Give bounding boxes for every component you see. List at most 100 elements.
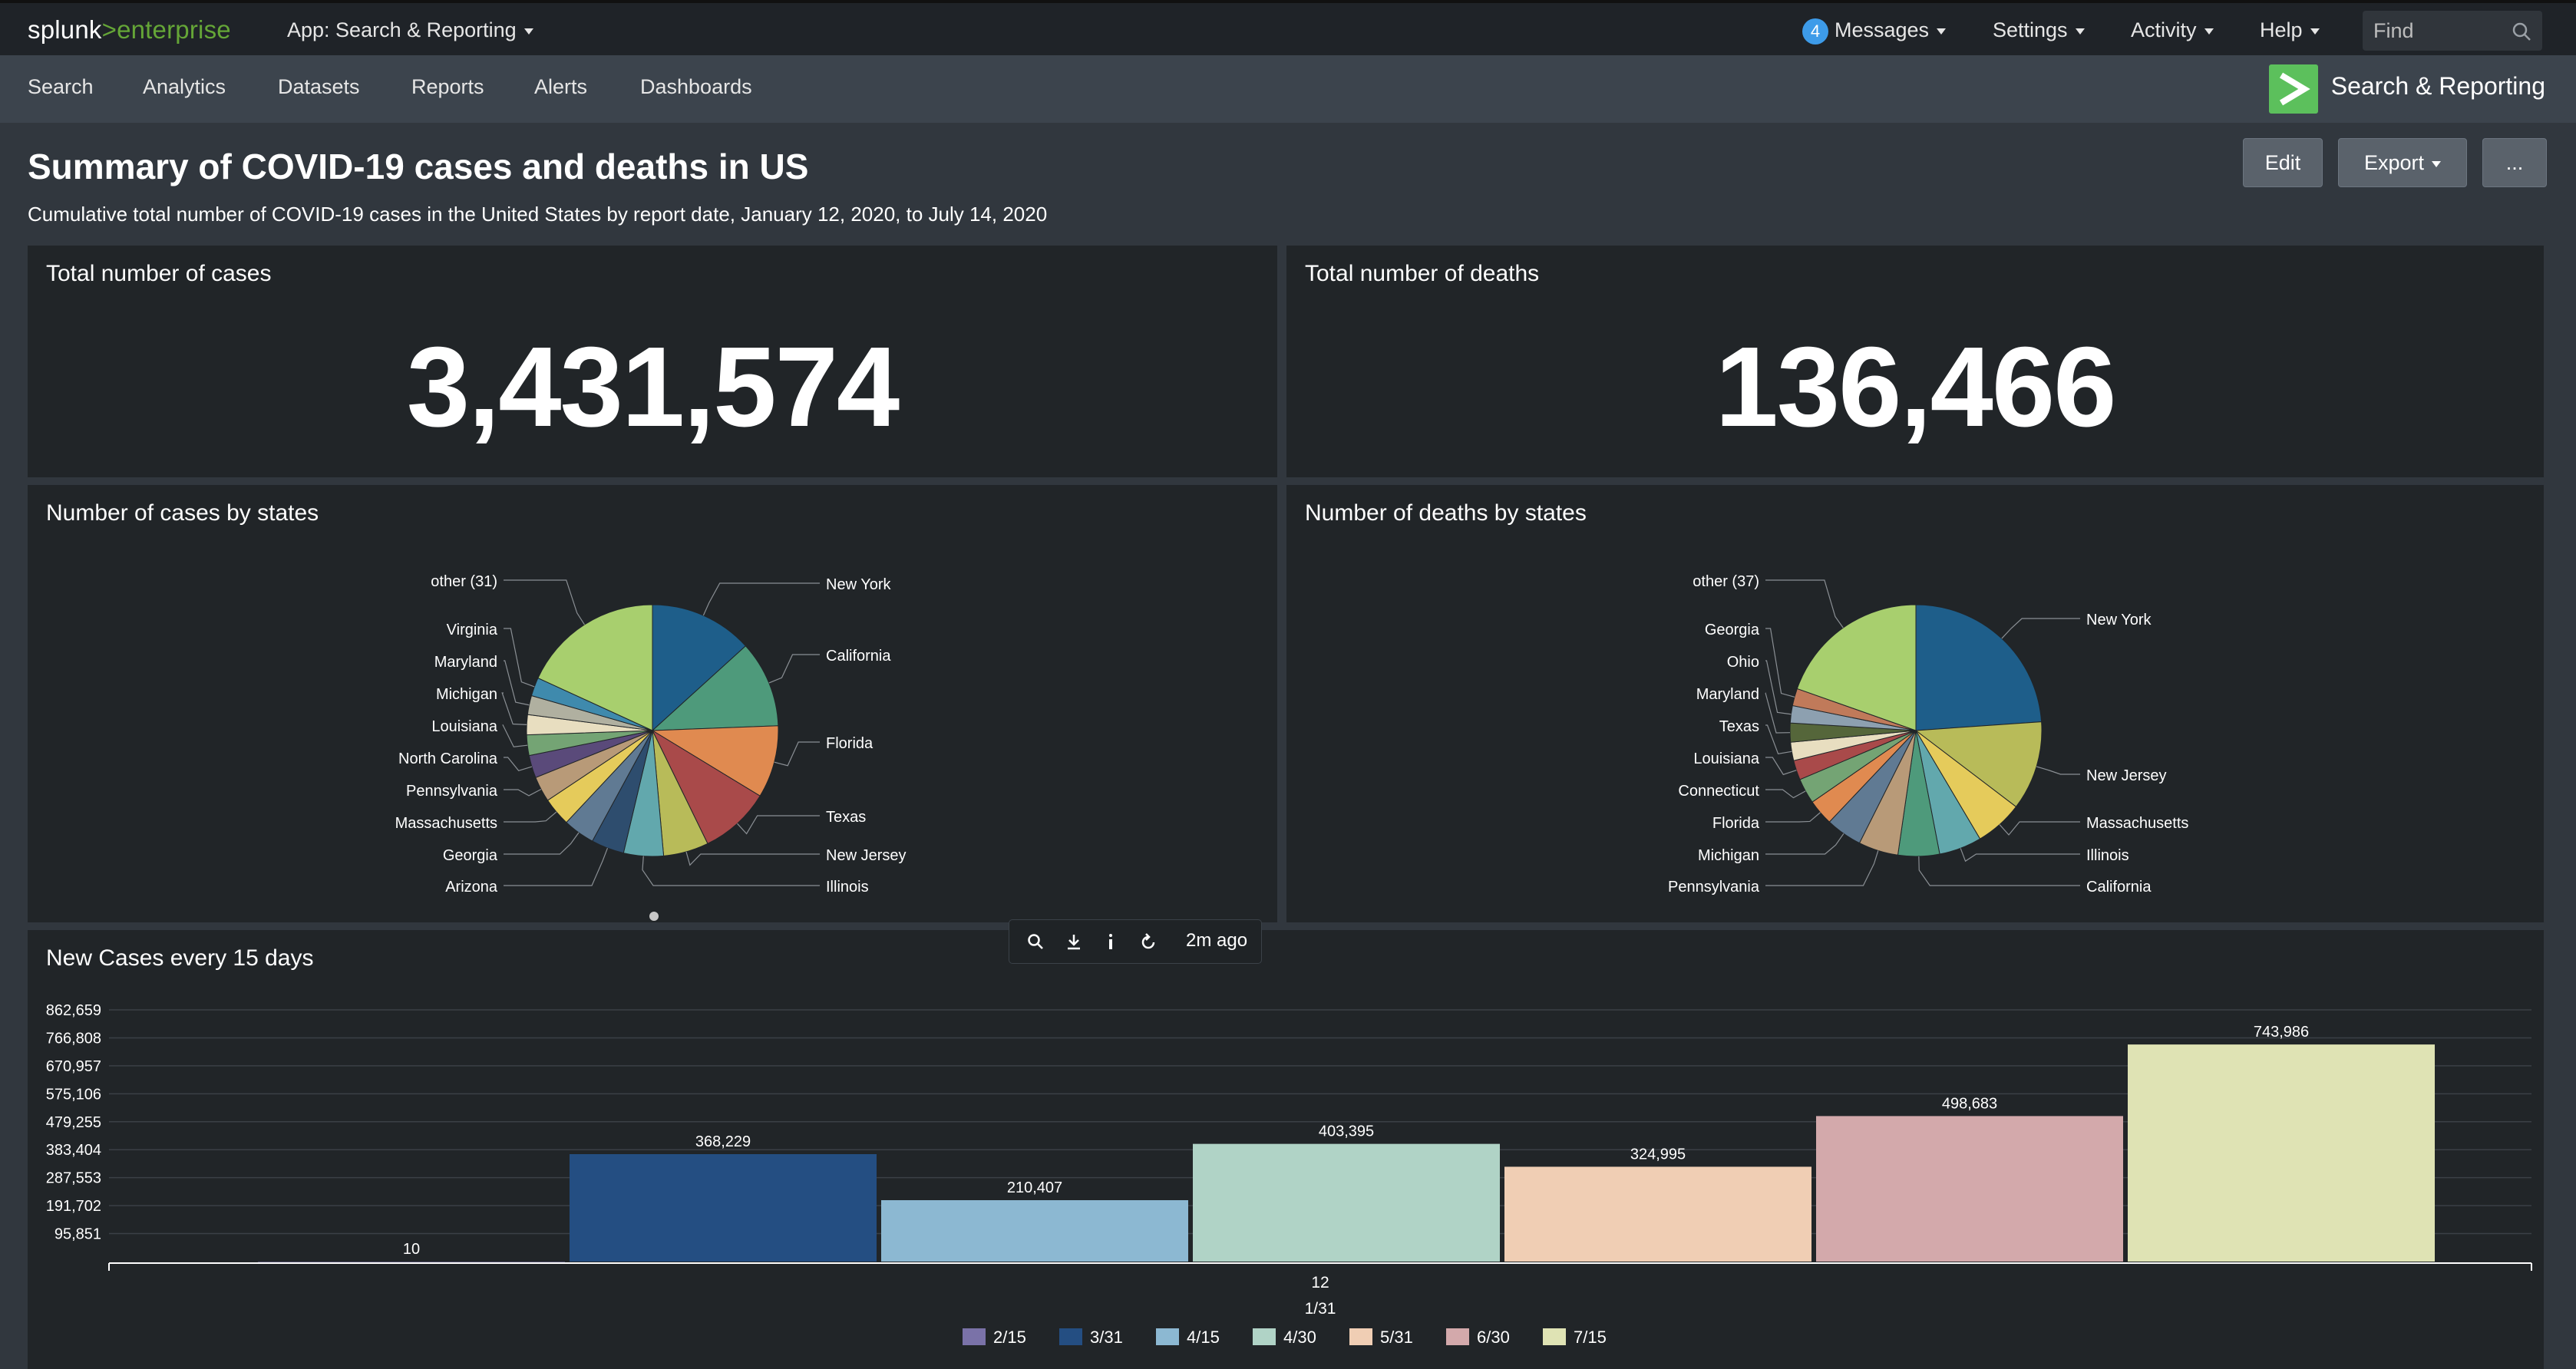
nav-alerts[interactable]: Alerts bbox=[534, 75, 588, 98]
legend-swatch[interactable] bbox=[1156, 1328, 1179, 1345]
nav-datasets[interactable]: Datasets bbox=[278, 75, 360, 98]
panel-title: Total number of cases bbox=[46, 261, 272, 286]
app-menu[interactable]: App: Search & Reporting bbox=[287, 18, 533, 42]
panel-deaths-by-state: Number of deaths by states New York New J… bbox=[1286, 485, 2544, 922]
refresh-icon[interactable] bbox=[1138, 932, 1158, 952]
legend-label[interactable]: 6/30 bbox=[1477, 1328, 1510, 1347]
legend-label[interactable]: 5/31 bbox=[1380, 1328, 1413, 1347]
pagination-dot[interactable] bbox=[649, 912, 659, 921]
find-input[interactable]: Find bbox=[2363, 11, 2542, 51]
y-tick-label: 670,957 bbox=[46, 1058, 101, 1075]
pie-leader-line bbox=[504, 660, 530, 706]
messages-count-badge: 4 bbox=[1802, 18, 1828, 45]
legend-swatch[interactable] bbox=[1446, 1328, 1469, 1345]
legend-label[interactable]: 2/15 bbox=[993, 1328, 1026, 1347]
search-icon[interactable] bbox=[1026, 932, 1045, 951]
pie-leader-line bbox=[501, 692, 527, 725]
messages-menu[interactable]: 4 Messages bbox=[1802, 18, 1947, 45]
more-button[interactable]: ... bbox=[2482, 138, 2547, 187]
edit-button[interactable]: Edit bbox=[2243, 138, 2323, 187]
bar[interactable] bbox=[570, 1153, 877, 1262]
search-icon bbox=[2512, 22, 2531, 41]
bar[interactable] bbox=[1504, 1166, 1811, 1262]
nav-search[interactable]: Search bbox=[28, 75, 94, 98]
new-cases-bar-chart[interactable]: 862,659 766,808 670,957 575,106 479,255 383,4… bbox=[28, 930, 2544, 1369]
download-icon[interactable] bbox=[1065, 932, 1083, 951]
messages-label: Messages bbox=[1835, 18, 1930, 42]
panel-title: Number of cases by states bbox=[46, 500, 319, 526]
panel-new-cases: New Cases every 15 days 862,659 766,808 67… bbox=[28, 930, 2544, 1369]
pie-slice[interactable] bbox=[652, 604, 747, 732]
pie-leader-line bbox=[1765, 757, 1797, 776]
pie-leader-line bbox=[1765, 833, 1844, 855]
panel-cases-by-state: Number of cases by states New York Califo… bbox=[28, 485, 1277, 922]
nav-reports[interactable]: Reports bbox=[411, 75, 484, 98]
top-bar: splunk>enterprise App: Search & Reportin… bbox=[0, 0, 2576, 55]
legend-label[interactable]: 4/15 bbox=[1187, 1328, 1220, 1347]
legend-label[interactable]: 4/30 bbox=[1283, 1328, 1316, 1347]
logo-enterprise: enterprise bbox=[117, 15, 231, 44]
pie-leader-line bbox=[642, 856, 820, 886]
pie-label: Georgia bbox=[443, 847, 498, 864]
nav-dashboards[interactable]: Dashboards bbox=[640, 75, 752, 98]
pie-leader-line bbox=[1999, 821, 2080, 836]
legend-swatch[interactable] bbox=[963, 1328, 986, 1345]
pie-label: New Jersey bbox=[2086, 767, 2166, 784]
pie-leader-line bbox=[1765, 579, 1844, 628]
page-description: Cumulative total number of COVID-19 case… bbox=[28, 203, 1048, 226]
pie-label: New York bbox=[2086, 612, 2152, 628]
export-button[interactable]: Export bbox=[2338, 138, 2467, 187]
pie-label: Texas bbox=[826, 809, 866, 826]
bar[interactable] bbox=[2128, 1044, 2435, 1262]
legend-swatch[interactable] bbox=[1253, 1328, 1276, 1345]
bar[interactable] bbox=[881, 1199, 1188, 1262]
chevron-down-icon bbox=[523, 28, 533, 35]
pie-label: Illinois bbox=[826, 879, 869, 896]
pie-label: Pennsylvania bbox=[1668, 879, 1760, 896]
pie-leader-line bbox=[737, 815, 820, 835]
pie-slice[interactable] bbox=[651, 645, 779, 731]
chevron-down-icon bbox=[2310, 28, 2320, 35]
nav-analytics[interactable]: Analytics bbox=[143, 75, 226, 98]
pie-slice[interactable] bbox=[1915, 604, 2043, 731]
deaths-pie-chart[interactable]: New York New Jersey Massachusetts Illinois C… bbox=[1286, 485, 2544, 922]
pie-slice[interactable] bbox=[651, 725, 779, 797]
bar[interactable] bbox=[1193, 1143, 1500, 1262]
last-refresh-time: 2m ago bbox=[1186, 930, 1248, 951]
y-tick-label: 575,106 bbox=[46, 1086, 101, 1103]
pie-slice[interactable] bbox=[1796, 604, 1917, 731]
help-menu[interactable]: Help bbox=[2260, 18, 2320, 42]
bar-value-label: 368,229 bbox=[695, 1133, 751, 1150]
pie-leader-line bbox=[504, 788, 542, 797]
splunk-logo[interactable]: splunk>enterprise bbox=[28, 15, 231, 45]
pie-label: Ohio bbox=[1727, 654, 1759, 671]
pie-leader-line bbox=[1765, 660, 1792, 715]
cases-pie-chart[interactable]: New York California Florida Texas New Jersey… bbox=[28, 485, 1277, 922]
app-bar: Search Analytics Datasets Reports Alerts… bbox=[0, 55, 2576, 123]
pie-label: New York bbox=[826, 576, 891, 593]
pie-leader-line bbox=[504, 832, 580, 855]
settings-menu[interactable]: Settings bbox=[1993, 18, 2085, 42]
legend-swatch[interactable] bbox=[1349, 1328, 1372, 1345]
activity-menu[interactable]: Activity bbox=[2131, 18, 2214, 42]
pie-leader-line bbox=[685, 851, 820, 866]
legend-swatch[interactable] bbox=[1059, 1328, 1082, 1345]
pie-slice[interactable] bbox=[651, 729, 761, 845]
pie-label: Michigan bbox=[436, 686, 497, 703]
info-icon[interactable] bbox=[1101, 932, 1120, 951]
pie-label: Maryland bbox=[1696, 686, 1759, 703]
pie-label: Texas bbox=[1719, 718, 1759, 735]
panel-total-cases: Total number of cases 3,431,574 bbox=[28, 246, 1277, 477]
panel-title: Total number of deaths bbox=[1305, 261, 1540, 286]
panel-total-deaths: Total number of deaths 136,466 bbox=[1286, 246, 2544, 477]
pie-label: Illinois bbox=[2086, 847, 2129, 864]
bar[interactable] bbox=[1816, 1116, 2123, 1262]
pie-leader-line bbox=[504, 811, 557, 823]
pie-slice[interactable] bbox=[537, 604, 653, 731]
y-tick-label: 766,808 bbox=[46, 1030, 101, 1047]
legend-swatch[interactable] bbox=[1543, 1328, 1566, 1345]
legend-label[interactable]: 7/15 bbox=[1574, 1328, 1607, 1347]
chevron-down-icon bbox=[2432, 160, 2442, 167]
legend-label[interactable]: 3/31 bbox=[1090, 1328, 1123, 1347]
pie-label: Pennsylvania bbox=[406, 783, 498, 800]
